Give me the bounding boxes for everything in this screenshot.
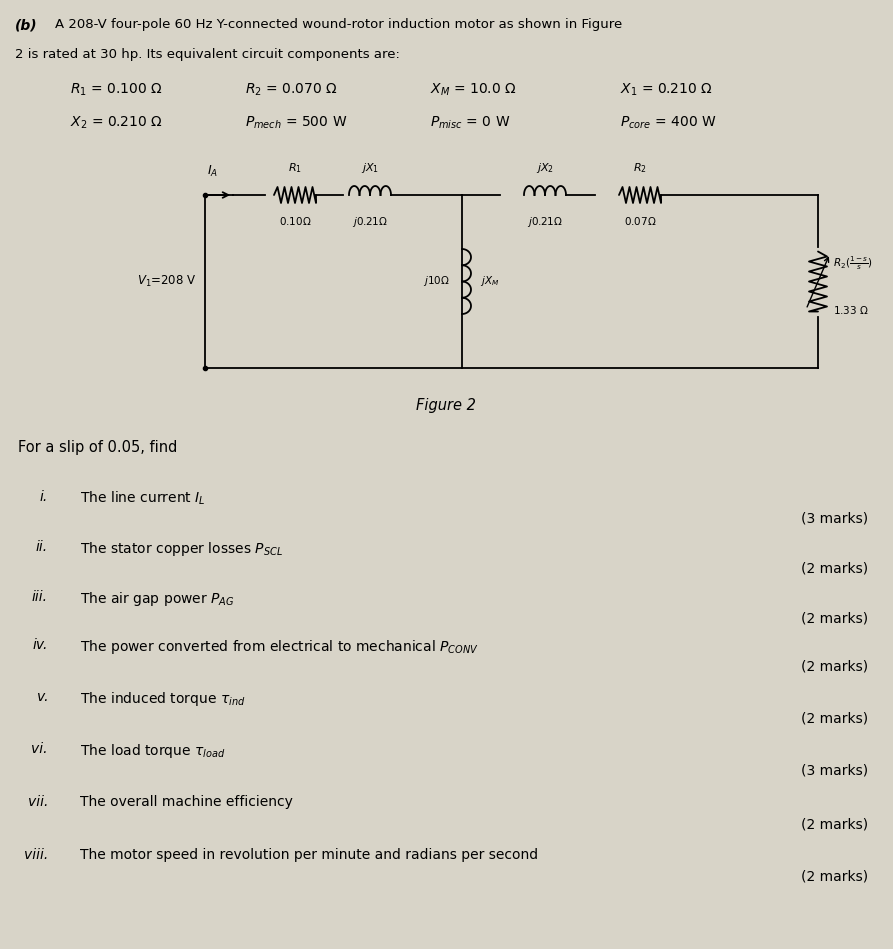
Text: 0.07$\Omega$: 0.07$\Omega$	[623, 215, 656, 227]
Text: 2 is rated at 30 hp. Its equivalent circuit components are:: 2 is rated at 30 hp. Its equivalent circ…	[15, 48, 400, 61]
Text: $X_1$ = 0.210 $\Omega$: $X_1$ = 0.210 $\Omega$	[620, 82, 713, 99]
Text: (b): (b)	[15, 18, 38, 32]
Text: $jX_M$: $jX_M$	[480, 274, 499, 288]
Text: (2 marks): (2 marks)	[801, 612, 868, 626]
Text: $X_2$ = 0.210 $\Omega$: $X_2$ = 0.210 $\Omega$	[70, 115, 163, 131]
Text: 0.10$\Omega$: 0.10$\Omega$	[279, 215, 312, 227]
Text: vii.: vii.	[28, 795, 48, 809]
Text: A 208-V four-pole 60 Hz Y-connected wound-rotor induction motor as shown in Figu: A 208-V four-pole 60 Hz Y-connected woun…	[55, 18, 622, 31]
Text: $R_2$: $R_2$	[633, 161, 647, 175]
Text: $jX_1$: $jX_1$	[361, 161, 380, 175]
Text: $V_1$=208 V: $V_1$=208 V	[138, 274, 197, 289]
Text: For a slip of 0.05, find: For a slip of 0.05, find	[18, 440, 178, 455]
Text: ii.: ii.	[36, 540, 48, 554]
Text: (2 marks): (2 marks)	[801, 817, 868, 831]
Text: Figure 2: Figure 2	[416, 398, 476, 413]
Text: (3 marks): (3 marks)	[801, 512, 868, 526]
Text: (2 marks): (2 marks)	[801, 562, 868, 576]
Text: $P_{core}$ = 400 W: $P_{core}$ = 400 W	[620, 115, 716, 131]
Text: (3 marks): (3 marks)	[801, 764, 868, 778]
Text: The induced torque $\tau_{ind}$: The induced torque $\tau_{ind}$	[80, 690, 246, 708]
Text: $P_{mech}$ = 500 W: $P_{mech}$ = 500 W	[245, 115, 347, 131]
Text: viii.: viii.	[24, 848, 48, 862]
Text: vi.: vi.	[31, 742, 48, 756]
Text: v.: v.	[37, 690, 48, 704]
Text: $P_{misc}$ = 0 W: $P_{misc}$ = 0 W	[430, 115, 510, 131]
Text: $R_2(\frac{1-s}{s})$: $R_2(\frac{1-s}{s})$	[833, 255, 873, 272]
Text: $X_M$ = 10.0 $\Omega$: $X_M$ = 10.0 $\Omega$	[430, 82, 517, 99]
Text: $R_2$ = 0.070 $\Omega$: $R_2$ = 0.070 $\Omega$	[245, 82, 338, 99]
Text: 1.33 $\Omega$: 1.33 $\Omega$	[833, 304, 869, 315]
Text: The load torque $\tau_{load}$: The load torque $\tau_{load}$	[80, 742, 226, 760]
Text: $j$0.21$\Omega$: $j$0.21$\Omega$	[352, 215, 388, 229]
Text: The line current $I_L$: The line current $I_L$	[80, 490, 205, 508]
Text: $j$0.21$\Omega$: $j$0.21$\Omega$	[527, 215, 563, 229]
Text: $I_A$: $I_A$	[207, 164, 218, 179]
Text: (2 marks): (2 marks)	[801, 870, 868, 884]
Text: The air gap power $P_{AG}$: The air gap power $P_{AG}$	[80, 590, 235, 608]
Text: (2 marks): (2 marks)	[801, 660, 868, 674]
Text: The overall machine efficiency: The overall machine efficiency	[80, 795, 293, 809]
Text: The motor speed in revolution per minute and radians per second: The motor speed in revolution per minute…	[80, 848, 538, 862]
Text: The power converted from electrical to mechanical $P_{CONV}$: The power converted from electrical to m…	[80, 638, 479, 656]
Text: iv.: iv.	[33, 638, 48, 652]
Text: $R_1$: $R_1$	[288, 161, 302, 175]
Text: The stator copper losses $P_{SCL}$: The stator copper losses $P_{SCL}$	[80, 540, 283, 558]
Text: $R_1$ = 0.100 $\Omega$: $R_1$ = 0.100 $\Omega$	[70, 82, 163, 99]
Text: $jX_2$: $jX_2$	[536, 161, 554, 175]
Text: iii.: iii.	[32, 590, 48, 604]
Text: (2 marks): (2 marks)	[801, 712, 868, 726]
Text: $j10\Omega$: $j10\Omega$	[423, 274, 450, 288]
Text: i.: i.	[40, 490, 48, 504]
